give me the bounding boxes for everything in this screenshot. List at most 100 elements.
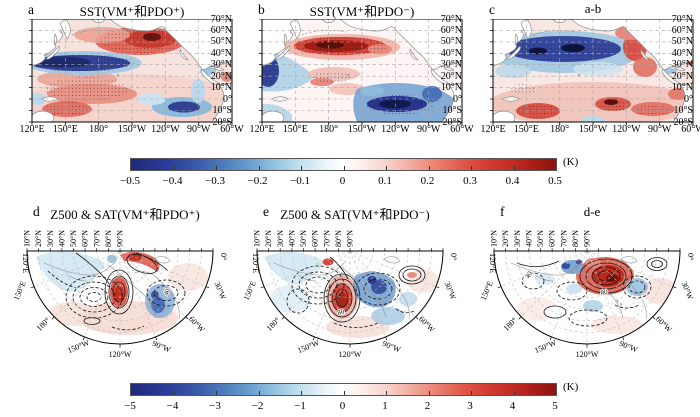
z-colorbar-labels: −5 −4 −3 −2 −1 0 1 2 3 4 5 bbox=[124, 400, 558, 414]
panel-letter: e bbox=[263, 204, 269, 219]
y-tick-label: 0° bbox=[453, 93, 462, 105]
fan-axis-label: 30°W bbox=[212, 280, 228, 301]
x-tick-label: 150°E bbox=[513, 124, 539, 135]
panel-e: e Z500 & SAT(VM⁺和PDO⁻) bbox=[230, 197, 462, 383]
fan-axis-label: 80°N bbox=[571, 230, 580, 247]
colorbar-tick-mark bbox=[216, 391, 217, 395]
contour-label: 40 bbox=[162, 287, 172, 296]
y-tick-label: 20°N bbox=[671, 70, 693, 82]
contour-label: 80 bbox=[336, 307, 345, 317]
fan-axis-label: 20°N bbox=[264, 230, 273, 247]
x-tick-label: 150°E bbox=[282, 124, 308, 135]
panel-title: a-b bbox=[584, 1, 602, 16]
fan-axis-label: 30°N bbox=[513, 230, 522, 247]
colorbar-tick-label: 0.1 bbox=[378, 175, 392, 187]
colorbar-tick-mark bbox=[428, 391, 430, 395]
panel-letter: f bbox=[500, 204, 505, 219]
fan-axis-label: 80°N bbox=[334, 230, 343, 247]
y-tick-label: 40°N bbox=[440, 47, 462, 59]
fan-axis-label: 120°E bbox=[488, 253, 497, 273]
fan-axis-label: 30°N bbox=[46, 230, 55, 247]
colorbar-tick-mark bbox=[386, 166, 387, 170]
x-tick-label: 60°W bbox=[220, 124, 244, 135]
y-tick-label: 60°N bbox=[210, 24, 232, 36]
sst-colorbar: −0.5 −0.4 −0.3 −0.2 −0.1 0 0.1 0.2 0.3 0.4 0.5 (K) bbox=[120, 156, 600, 192]
z-colorbar-unit: (K) bbox=[563, 381, 579, 393]
colorbar-tick-mark bbox=[343, 391, 345, 395]
y-tick-label: 40°N bbox=[671, 47, 693, 59]
y-tick-label: 50°N bbox=[210, 36, 232, 48]
panel-letter: b bbox=[258, 2, 265, 17]
fan-axis-label: 0° bbox=[686, 253, 695, 260]
z500-sat-map-f: 40 80 10°N20°N30°N40°N50°N60°N70°N80°N90… bbox=[479, 230, 695, 359]
x-tick-label: 120°W bbox=[612, 124, 641, 135]
y-tick-label: 70°N bbox=[440, 13, 462, 25]
fan-axis-label: 50°N bbox=[299, 230, 308, 247]
fan-axis-label: 150°E bbox=[12, 280, 28, 302]
colorbar-tick-label: 0 bbox=[339, 400, 346, 412]
colorbar-tick-label: −2 bbox=[251, 400, 264, 412]
x-tick-label: 60°W bbox=[450, 124, 474, 135]
y-tick-label: 20°S bbox=[212, 116, 232, 128]
fan-axis-label: 180° bbox=[265, 316, 282, 333]
x-tick-label: 180° bbox=[319, 124, 339, 135]
colorbar-tick-mark bbox=[513, 166, 515, 170]
x-tick-label: 150°W bbox=[578, 124, 608, 135]
colorbar-tick-label: −0.5 bbox=[120, 175, 140, 187]
fan-axis-label: 20°N bbox=[34, 230, 43, 247]
colorbar-tick-mark bbox=[216, 166, 217, 170]
fan-axis-label: 20°N bbox=[501, 230, 510, 247]
panel-a: a SST(VM⁺和PDO⁺) bbox=[0, 0, 243, 140]
y-tick-label: 30°N bbox=[671, 59, 693, 71]
fan-axis-label: 60°W bbox=[187, 314, 207, 334]
colorbar-tick-label: 4 bbox=[509, 400, 516, 412]
y-tick-label: 10°N bbox=[210, 82, 232, 94]
x-tick-label: 150°E bbox=[52, 124, 78, 135]
fan-axis-label: 90°W bbox=[618, 339, 639, 355]
fan-axis-label: 150°E bbox=[479, 280, 495, 302]
fan-axis-label: 50°N bbox=[536, 230, 545, 247]
panel-title: SST(VM⁺和PDO⁺) bbox=[79, 4, 185, 19]
panel-b: b SST(VM⁺和PDO⁻) bbox=[230, 0, 473, 140]
fan-axis-label: 120°W bbox=[339, 350, 362, 359]
colorbar-tick-label: 0 bbox=[339, 175, 346, 187]
fan-axis-label: 90°W bbox=[151, 339, 172, 355]
fan-axis-label: 10°N bbox=[23, 230, 32, 247]
panel-f: f d-e bbox=[467, 197, 699, 383]
colorbar-tick-label: 5 bbox=[552, 400, 558, 412]
colorbar-tick-label: −5 bbox=[124, 400, 136, 412]
fan-axis-label: 40°N bbox=[57, 230, 66, 247]
fan-axis-label: 180° bbox=[35, 316, 52, 333]
y-tick-label: 30°N bbox=[440, 59, 462, 71]
fan-axis-label: 30°N bbox=[276, 230, 285, 247]
y-tick-label: 30°N bbox=[210, 59, 232, 71]
colorbar-tick-label: 2 bbox=[424, 400, 431, 412]
y-tick-label: 10°S bbox=[442, 105, 462, 117]
colorbar-tick-mark bbox=[258, 391, 260, 395]
colorbar-tick-label: 3 bbox=[467, 400, 473, 412]
sst-colorbar-unit: (K) bbox=[563, 156, 579, 168]
colorbar-tick-mark bbox=[301, 391, 302, 395]
fan-axis-label: 120°E bbox=[21, 253, 30, 273]
y-tick-label: 50°N bbox=[440, 36, 462, 48]
colorbar-tick-label: 1 bbox=[382, 400, 388, 412]
z-colorbar-gradient bbox=[130, 383, 557, 396]
colorbar-tick-label: −0.4 bbox=[162, 175, 183, 187]
colorbar-tick-mark bbox=[428, 166, 430, 170]
panel-title: SST(VM⁺和PDO⁻) bbox=[309, 4, 415, 19]
fan-axis-label: 30°W bbox=[679, 280, 695, 301]
fan-axis-label: 50°N bbox=[69, 230, 78, 247]
fan-axis-label: 60°W bbox=[417, 314, 437, 334]
x-tick-label: 120°W bbox=[151, 124, 180, 135]
y-tick-label: 70°N bbox=[671, 13, 693, 25]
fan-axis-label: 40°N bbox=[524, 230, 533, 247]
sst-map-b bbox=[259, 19, 463, 126]
x-tick-label: 90°W bbox=[186, 124, 211, 135]
fan-axis-label: 10°N bbox=[490, 230, 499, 247]
colorbar-tick-mark bbox=[301, 166, 302, 170]
fan-axis-label: 10°N bbox=[253, 230, 262, 247]
fan-axis-label: 60°W bbox=[654, 314, 674, 334]
fan-axis-label: 60°N bbox=[311, 230, 320, 247]
fan-axis-label: 90°N bbox=[116, 230, 125, 247]
sst-colorbar-gradient bbox=[130, 158, 557, 171]
